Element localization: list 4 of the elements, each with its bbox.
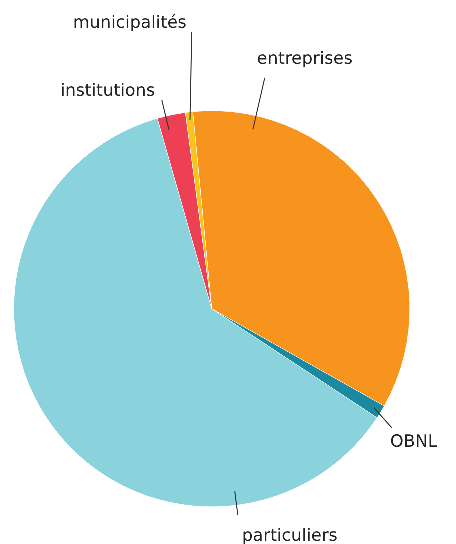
slice-label: institutions — [60, 81, 156, 101]
slice-label: OBNL — [390, 432, 438, 452]
slice-label: municipalités — [73, 13, 187, 33]
slice-label: entreprises — [257, 49, 353, 69]
